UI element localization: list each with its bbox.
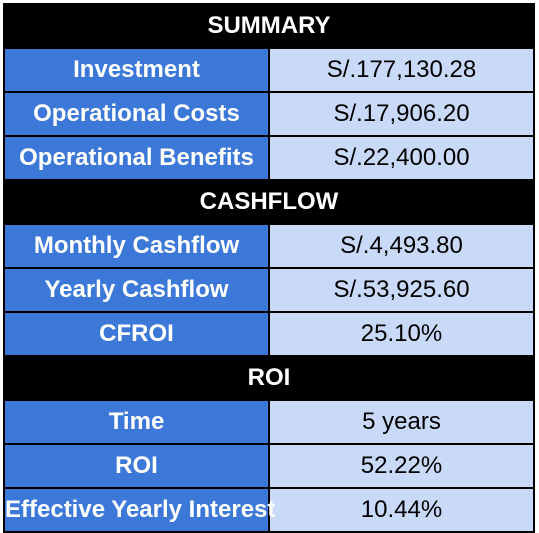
table-row-yearly-cashflow: Yearly Cashflow S/.53,925.60	[3, 267, 535, 313]
table-row-roi: ROI 52.22%	[3, 443, 535, 489]
row-label: Effective Yearly Interest	[3, 487, 275, 533]
row-label: Monthly Cashflow	[3, 223, 270, 269]
row-label: Operational Costs	[3, 91, 270, 137]
row-value: S/.22,400.00	[268, 135, 535, 181]
table-row-operational-costs: Operational Costs S/.17,906.20	[3, 91, 535, 137]
section-title: CASHFLOW	[3, 179, 535, 225]
row-label: Yearly Cashflow	[3, 267, 270, 313]
row-value: S/.177,130.28	[268, 47, 535, 93]
row-value: 52.22%	[268, 443, 535, 489]
section-title: SUMMARY	[3, 3, 535, 49]
table-row-cfroi: CFROI 25.10%	[3, 311, 535, 357]
row-label: Investment	[3, 47, 270, 93]
section-header-summary: SUMMARY	[3, 3, 535, 49]
row-label: Time	[3, 399, 270, 445]
row-value: 10.44%	[268, 487, 535, 533]
table-row-effective-yearly-interest: Effective Yearly Interest 10.44%	[3, 487, 535, 533]
row-value: S/.17,906.20	[268, 91, 535, 137]
summary-table: SUMMARY Investment S/.177,130.28 Operati…	[3, 3, 535, 533]
row-label: CFROI	[3, 311, 270, 357]
row-label: ROI	[3, 443, 270, 489]
table-row-operational-benefits: Operational Benefits S/.22,400.00	[3, 135, 535, 181]
row-value: 25.10%	[268, 311, 535, 357]
section-header-roi: ROI	[3, 355, 535, 401]
table-row-time: Time 5 years	[3, 399, 535, 445]
row-value: S/.53,925.60	[268, 267, 535, 313]
row-value: S/.4,493.80	[268, 223, 535, 269]
row-label: Operational Benefits	[3, 135, 270, 181]
table-row-monthly-cashflow: Monthly Cashflow S/.4,493.80	[3, 223, 535, 269]
section-header-cashflow: CASHFLOW	[3, 179, 535, 225]
table-row-investment: Investment S/.177,130.28	[3, 47, 535, 93]
section-title: ROI	[3, 355, 535, 401]
row-value: 5 years	[268, 399, 535, 445]
